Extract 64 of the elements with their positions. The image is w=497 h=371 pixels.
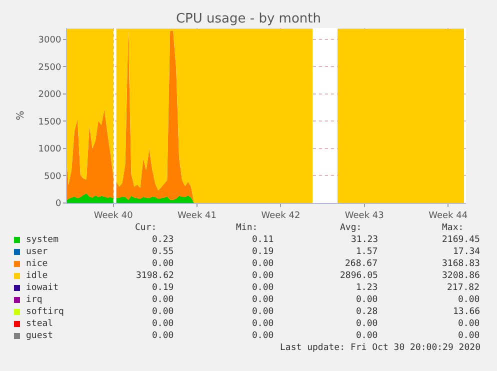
text: 0.55: [152, 247, 174, 257]
text: 0.00: [152, 295, 174, 305]
text: 0.00: [252, 331, 274, 341]
legend-label: nice: [26, 259, 48, 269]
legend-label: idle: [26, 271, 48, 281]
text: 0.00: [356, 319, 378, 329]
y-tick-label: 3000: [38, 36, 62, 46]
text: 3208.86: [442, 271, 480, 281]
text: 1.23: [356, 283, 378, 293]
x-tick-label: Week 41: [178, 210, 216, 221]
y-tick-label: 2000: [38, 90, 62, 100]
y-tick-label: 2500: [38, 62, 62, 73]
text: 0.00: [458, 295, 480, 305]
y-tick-label: 500: [44, 172, 62, 182]
text: 217.82: [447, 283, 480, 293]
text: 1.57: [356, 247, 378, 257]
text: Max:: [442, 223, 464, 233]
text: 2896.05: [340, 271, 378, 281]
legend-label: steal: [26, 319, 54, 329]
text: 0.00: [152, 331, 174, 341]
legend-label: guest: [26, 331, 54, 341]
text: 13.66: [453, 307, 480, 317]
text: Last update: Fri Oct 30 20:00:29 2020: [280, 343, 480, 353]
text: Avg:: [340, 223, 362, 233]
text: 0.11: [252, 235, 274, 245]
legend-label: iowait: [26, 283, 59, 293]
legend-label: softirq: [26, 307, 64, 317]
legend-label: user: [26, 247, 48, 257]
text: 0.00: [252, 307, 274, 317]
y-tick-label: 1500: [38, 117, 62, 128]
text: 0.00: [252, 295, 274, 305]
text: 0.00: [356, 295, 378, 305]
text: 31.23: [351, 235, 378, 245]
x-tick-label: Week 42: [261, 210, 300, 221]
text: 0.00: [356, 331, 378, 341]
text: 0.00: [458, 319, 480, 329]
text: 0.00: [152, 307, 174, 317]
legend-label: irq: [26, 295, 42, 305]
text: 0.00: [252, 319, 274, 329]
text: Min:: [236, 223, 258, 233]
text: 268.67: [345, 259, 378, 269]
text: 17.34: [453, 247, 480, 257]
text: 0.28: [356, 307, 378, 317]
y-tick-label: 1000: [38, 144, 62, 155]
x-tick-label: Week 43: [344, 210, 384, 221]
text: 0.00: [252, 271, 274, 281]
text: 2169.45: [442, 235, 480, 245]
text: 0.19: [252, 247, 274, 257]
y-tick-label: 0: [55, 199, 62, 210]
text: 0.00: [152, 259, 174, 269]
y-axis-title: %: [15, 110, 26, 120]
text: 0.00: [152, 319, 174, 329]
text: 0.00: [458, 331, 480, 341]
text: 3198.62: [136, 271, 174, 281]
text: 3168.83: [442, 259, 480, 269]
x-tick-label: Week 44: [428, 210, 468, 221]
legend-label: system: [26, 235, 59, 245]
text: Cur:: [135, 223, 157, 233]
text: 0.00: [252, 283, 274, 293]
text: 0.00: [252, 259, 274, 269]
chart-title: CPU usage - by month: [176, 12, 322, 27]
text: 0.23: [152, 235, 174, 245]
x-tick-label: Week 40: [94, 210, 134, 221]
text: 0.19: [152, 283, 174, 293]
